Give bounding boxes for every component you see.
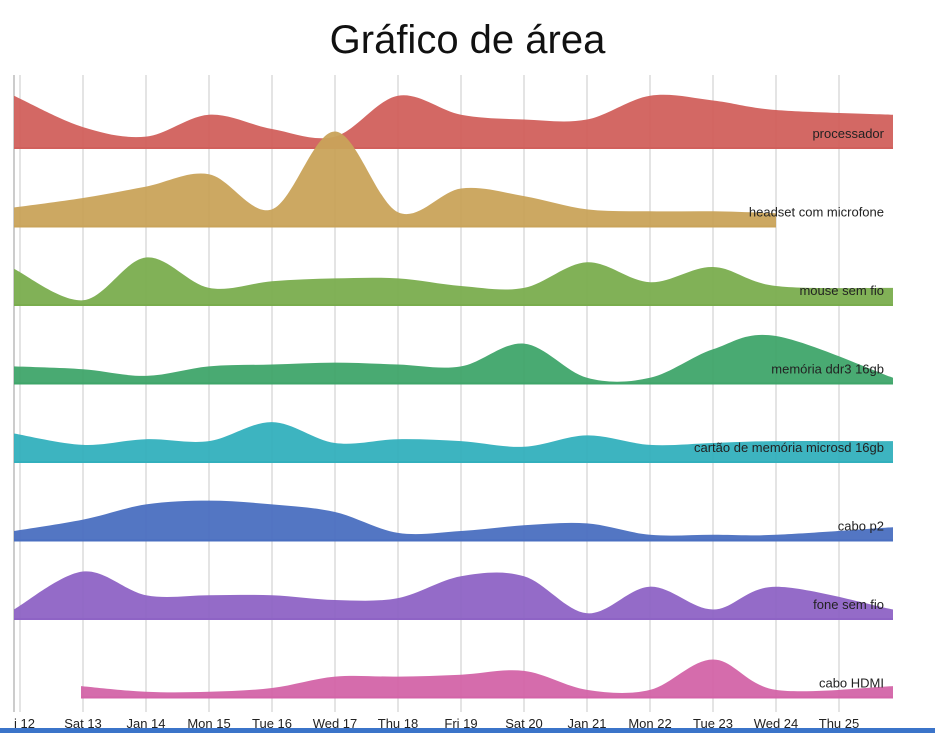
series-label: cabo p2: [838, 519, 884, 534]
area-mouse-sem-fio: [14, 257, 893, 305]
x-tick-label: Jan 21: [567, 716, 606, 731]
series-1: headset com microfone: [14, 131, 884, 228]
bottom-accent-bar: [0, 728, 935, 733]
chart-title: Gráfico de área: [329, 18, 606, 62]
x-tick-label: Sat 13: [64, 716, 102, 731]
series-2: mouse sem fio: [14, 257, 893, 306]
x-tick-label: i 12: [14, 716, 35, 731]
x-tick-label: Jan 14: [126, 716, 165, 731]
series-3: memória ddr3 16gb: [14, 334, 893, 385]
x-tick-label: Sat 20: [505, 716, 543, 731]
x-tick-label: Wed 17: [313, 716, 358, 731]
series-label: headset com microfone: [749, 205, 884, 220]
x-tick-label: Tue 16: [252, 716, 292, 731]
area-processador: [14, 94, 893, 148]
series-label: fone sem fio: [813, 597, 884, 612]
x-tick-label: Thu 25: [819, 716, 859, 731]
series-5: cabo p2: [14, 500, 893, 542]
x-tick-label: Thu 18: [378, 716, 418, 731]
area-headset-com-microfone: [14, 131, 776, 227]
area-cartão-de-memória-microsd-16gb: [14, 422, 893, 462]
series-0: processador: [14, 94, 893, 149]
x-tick-label: Fri 19: [444, 716, 477, 731]
area-cabo-HDMI: [81, 659, 893, 698]
series-7: cabo HDMI: [81, 659, 893, 699]
series-label: processador: [812, 126, 884, 141]
series-label: cabo HDMI: [819, 676, 884, 691]
area-memória-ddr3-16gb: [14, 334, 893, 384]
area-fone-sem-fio: [14, 571, 893, 619]
series-label: cartão de memória microsd 16gb: [694, 440, 884, 455]
area-cabo-p2: [14, 500, 893, 541]
x-tick-label: Wed 24: [754, 716, 799, 731]
series-4: cartão de memória microsd 16gb: [14, 422, 893, 463]
series-label: memória ddr3 16gb: [771, 362, 884, 377]
series-label: mouse sem fio: [799, 283, 884, 298]
series-6: fone sem fio: [14, 571, 893, 620]
x-tick-label: Mon 15: [187, 716, 230, 731]
x-tick-label: Mon 22: [628, 716, 671, 731]
x-tick-label: Tue 23: [693, 716, 733, 731]
